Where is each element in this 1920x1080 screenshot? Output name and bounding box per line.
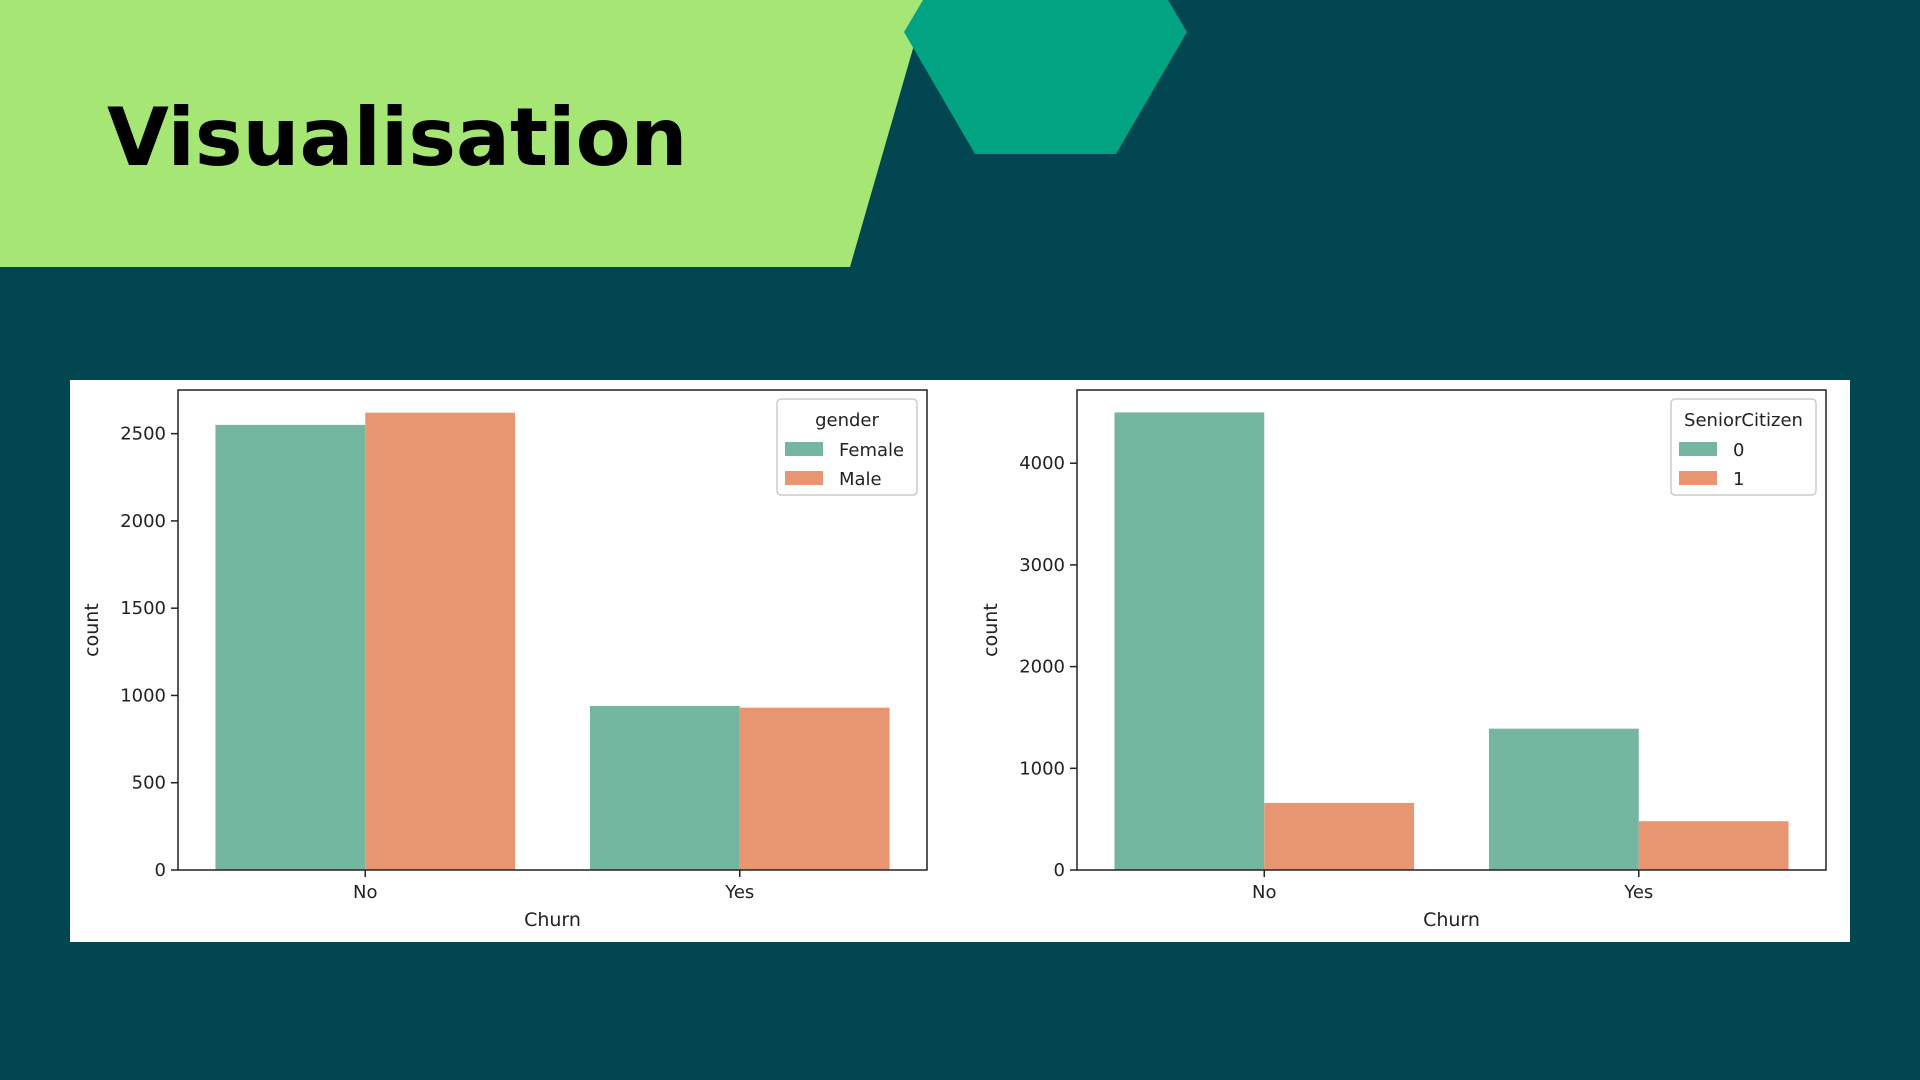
x-tick-label: Yes (1623, 882, 1653, 903)
legend-entry-label: Male (839, 469, 882, 490)
legend-title: SeniorCitizen (1684, 410, 1803, 431)
x-tick-label: No (1252, 882, 1276, 903)
legend-swatch (785, 442, 823, 456)
slide-title: Visualisation (107, 91, 688, 184)
x-tick-label: Yes (724, 882, 754, 903)
charts-canvas: 0 500 1000 1500 2000 2500 No Yes Churn count gende… (81, 389, 1827, 931)
legend-swatch (1679, 471, 1717, 485)
hexagon-shape (904, 0, 1187, 154)
y-tick-label: 2000 (1019, 657, 1065, 678)
bar-yes-series-1 (1488, 728, 1639, 870)
x-axis-label: Churn (1423, 909, 1480, 931)
legend-swatch (1679, 442, 1717, 456)
bar-yes-series-2 (739, 707, 890, 870)
chart-1: 0 500 1000 1500 2000 2500 No Yes Churn count gende… (81, 389, 928, 931)
y-tick-label: 2000 (120, 511, 166, 532)
y-tick-label: 500 (132, 773, 166, 794)
bar-no-series-1 (1114, 412, 1265, 870)
axes-frame (177, 389, 928, 871)
y-axis-label: count (81, 603, 103, 657)
y-tick-label: 3000 (1019, 555, 1065, 576)
chart-panel: 0 500 1000 1500 2000 2500 No Yes Churn count gende… (70, 380, 1850, 942)
bar-no-series-1 (215, 424, 366, 870)
chart-2: 0 1000 2000 3000 4000 No Yes Churn count SeniorCi… (980, 389, 1827, 931)
y-tick-label: 1000 (120, 685, 166, 706)
bar-yes-series-1 (589, 705, 740, 870)
title-banner (0, 0, 927, 267)
bar-no-series-2 (1264, 802, 1415, 870)
bar-no-series-2 (365, 412, 516, 870)
legend-entry-label: Female (839, 440, 904, 461)
legend-entry-label: 1 (1733, 469, 1744, 490)
y-tick-label: 1500 (120, 598, 166, 619)
bar-yes-series-2 (1638, 821, 1789, 870)
axes-frame (1076, 389, 1827, 871)
y-tick-label: 0 (155, 860, 166, 881)
legend-swatch (785, 471, 823, 485)
legend-title: gender (815, 410, 879, 431)
y-tick-label: 1000 (1019, 758, 1065, 779)
y-tick-label: 2500 (120, 424, 166, 445)
y-tick-label: 0 (1054, 860, 1065, 881)
x-axis-label: Churn (524, 909, 581, 931)
y-tick-label: 4000 (1019, 453, 1065, 474)
x-tick-label: No (353, 882, 377, 903)
legend-entry-label: 0 (1733, 440, 1744, 461)
y-axis-label: count (980, 603, 1002, 657)
